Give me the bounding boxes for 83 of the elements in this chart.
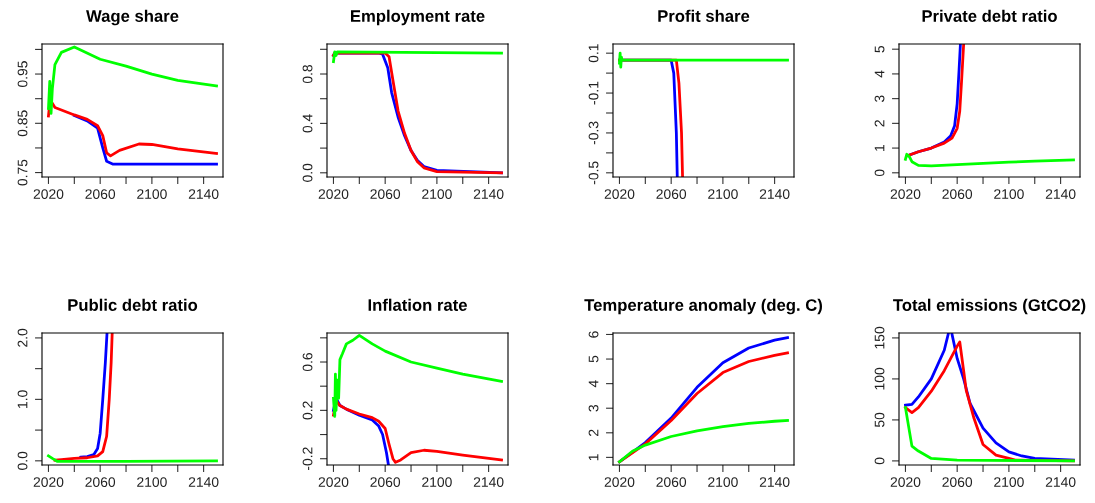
- y-tick-label: 1: [588, 454, 599, 461]
- y-tick-label: 150: [874, 326, 885, 349]
- x-tick-label: 2140: [759, 189, 790, 200]
- x-tick-label: 2060: [85, 477, 116, 488]
- y-tick-label: -0.5: [588, 161, 599, 185]
- x-tick-label: 2140: [473, 477, 504, 488]
- line-series: [47, 45, 218, 115]
- y-tick-label: 0.0: [17, 451, 28, 470]
- x-tick-label: 2060: [85, 189, 116, 200]
- y-tick-label: 0.75: [17, 159, 28, 186]
- x-tick-label: 2140: [759, 477, 790, 488]
- x-tick-label: 2020: [33, 189, 64, 200]
- x-tick-label: 2020: [890, 477, 921, 488]
- chart-title: Inflation rate: [368, 298, 467, 311]
- y-tick-label: 0: [874, 457, 885, 465]
- y-tick-label: 2.0: [17, 328, 28, 347]
- line-series: [332, 51, 503, 175]
- y-tick-label: 5: [874, 45, 885, 53]
- y-tick-label: 2: [874, 120, 885, 127]
- line-series: [79, 333, 109, 459]
- x-tick-label: 2100: [137, 477, 167, 488]
- y-tick-label: 3: [874, 95, 885, 102]
- chart-title: Profit share: [658, 9, 750, 22]
- y-tick-label: 0.0: [302, 163, 313, 182]
- x-tick-label: 2020: [318, 189, 349, 200]
- y-tick-label: 5: [588, 355, 599, 363]
- chart-title: Wage share: [86, 9, 179, 26]
- chart-title: Private debt ratio: [922, 9, 1057, 22]
- x-tick-label: 2020: [604, 189, 635, 200]
- y-tick-label: 0.8: [302, 64, 313, 84]
- line-series: [618, 51, 789, 69]
- line-series: [904, 152, 1075, 168]
- x-tick-label: 2100: [422, 189, 452, 200]
- chart-title: Temperature anomaly (deg. C): [584, 298, 822, 315]
- y-tick-label: 0.6: [302, 352, 313, 372]
- line-series: [618, 419, 789, 464]
- x-tick-label: 2020: [33, 477, 64, 488]
- y-tick-label: 6: [588, 331, 599, 338]
- line-series: [332, 399, 503, 464]
- chart-title: Total emissions (GtCO2): [893, 298, 1086, 315]
- y-tick-label: 3: [588, 404, 599, 412]
- x-tick-label: 2060: [656, 189, 687, 200]
- x-tick-label: 2060: [942, 189, 973, 200]
- x-tick-label: 2100: [137, 189, 167, 200]
- x-tick-label: 2060: [942, 477, 973, 488]
- x-tick-label: 2140: [473, 189, 504, 200]
- x-tick-label: 2100: [422, 477, 452, 488]
- y-tick-label: -0.2: [302, 447, 313, 471]
- x-tick-label: 2020: [318, 477, 349, 488]
- line-series: [904, 406, 1075, 463]
- y-tick-label: 1.0: [17, 390, 28, 408]
- y-tick-label: 50: [874, 412, 885, 428]
- y-tick-label: -0.3: [588, 121, 599, 145]
- x-tick-label: 2140: [188, 477, 219, 488]
- chart-title: Public debt ratio: [68, 298, 198, 311]
- x-tick-label: 2100: [708, 189, 738, 200]
- x-tick-label: 2140: [1045, 477, 1076, 488]
- chart-title: Employment rate: [351, 9, 485, 26]
- x-tick-label: 2060: [370, 477, 401, 488]
- line-series: [332, 334, 503, 418]
- y-tick-label: 0.95: [17, 61, 28, 88]
- x-tick-label: 2100: [994, 477, 1024, 488]
- y-tick-label: 4: [588, 380, 599, 388]
- y-tick-label: 0.2: [302, 401, 313, 420]
- x-tick-label: 2060: [370, 189, 401, 200]
- y-tick-label: 2: [588, 429, 599, 436]
- y-tick-label: 0.85: [17, 110, 28, 137]
- line-series: [332, 50, 503, 64]
- x-tick-label: 2140: [1045, 189, 1076, 200]
- x-tick-label: 2020: [604, 477, 635, 488]
- x-tick-label: 2100: [708, 477, 738, 488]
- y-tick-label: 0.1: [588, 44, 599, 63]
- y-tick-label: 1: [874, 144, 885, 151]
- y-tick-label: 0: [874, 169, 885, 177]
- x-tick-label: 2100: [994, 189, 1024, 200]
- y-tick-label: 4: [874, 70, 885, 78]
- y-tick-label: 0.4: [302, 114, 313, 133]
- y-tick-label: -0.1: [588, 81, 599, 105]
- line-series: [53, 333, 114, 462]
- y-tick-label: 100: [874, 367, 885, 390]
- x-tick-label: 2140: [188, 189, 219, 200]
- x-tick-label: 2060: [656, 477, 687, 488]
- x-tick-label: 2020: [890, 189, 921, 200]
